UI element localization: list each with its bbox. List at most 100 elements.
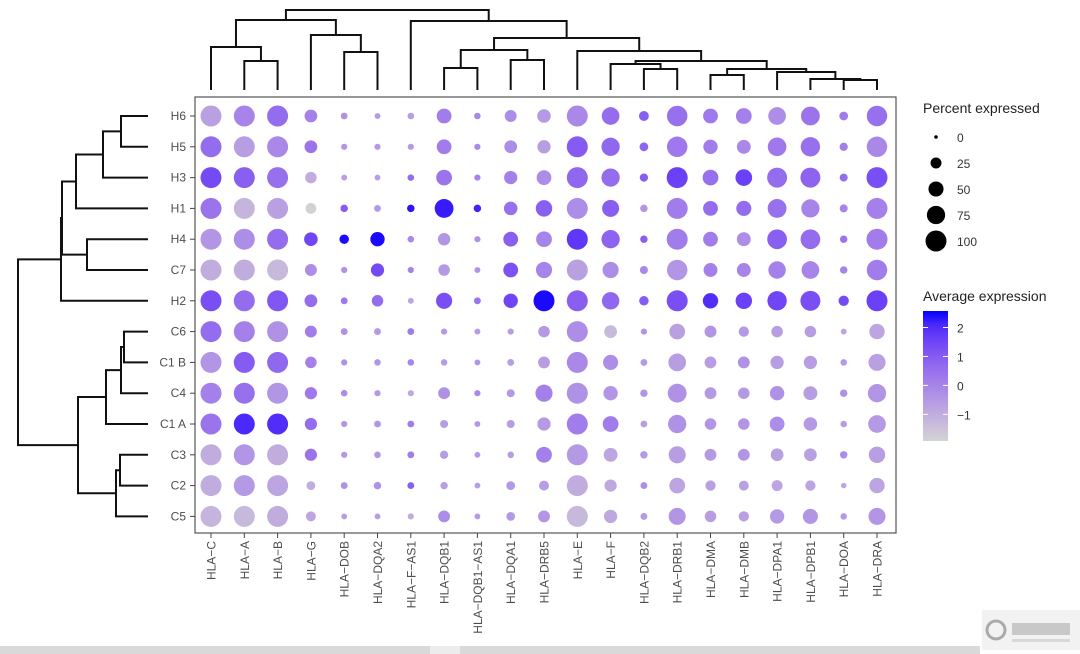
dot — [537, 140, 551, 154]
dot — [267, 136, 289, 158]
dot — [603, 354, 619, 370]
dot — [668, 507, 686, 525]
dot — [566, 382, 588, 404]
dot — [566, 259, 588, 281]
dot — [866, 136, 888, 158]
column-dendrogram-branch — [642, 68, 679, 90]
dot — [267, 259, 289, 281]
dot-row — [200, 351, 886, 373]
dot — [666, 290, 688, 312]
dot — [866, 105, 888, 127]
dot — [566, 167, 588, 189]
dot — [267, 444, 289, 466]
dot — [803, 417, 818, 431]
column-dendrogram-branch — [509, 59, 545, 90]
dot — [640, 235, 648, 243]
dot — [736, 200, 752, 216]
dot — [867, 384, 887, 403]
dot — [839, 111, 849, 121]
dot — [267, 413, 289, 435]
dot — [803, 355, 818, 370]
dot — [474, 143, 481, 150]
dot — [666, 136, 688, 158]
dot — [601, 137, 620, 156]
dot-row — [200, 197, 888, 219]
dot — [738, 418, 750, 430]
dot — [639, 173, 649, 182]
dot — [340, 389, 348, 397]
dot — [373, 481, 382, 490]
dot — [535, 261, 553, 279]
dot — [767, 198, 787, 218]
column-label: HLA−A — [238, 541, 252, 579]
dot — [507, 451, 514, 459]
dot — [771, 480, 783, 492]
scrollbar-thumb[interactable] — [430, 646, 460, 654]
dot — [868, 415, 886, 433]
column-label: HLA−DOA — [837, 541, 851, 597]
dot — [436, 292, 453, 309]
dot-row — [200, 105, 888, 127]
dot — [474, 513, 481, 520]
dot — [603, 386, 618, 401]
dot — [407, 328, 415, 336]
dot — [666, 105, 688, 127]
dot — [374, 390, 381, 397]
column-label: HLA−DRB1 — [671, 541, 685, 604]
dot — [566, 105, 588, 127]
dot-row — [200, 505, 886, 527]
dot — [341, 266, 348, 274]
dot — [374, 143, 381, 150]
dot — [370, 232, 385, 247]
row-label: C3 — [171, 448, 187, 462]
dot — [702, 293, 719, 309]
dot — [440, 419, 449, 429]
dot — [767, 229, 787, 250]
dot — [340, 112, 348, 120]
dot — [341, 359, 348, 366]
dot — [440, 359, 448, 366]
dot — [407, 451, 415, 459]
dot — [535, 200, 553, 217]
row-label: H5 — [171, 140, 187, 154]
dot — [506, 419, 515, 429]
row-dendrogram-branch — [119, 453, 148, 487]
dot — [737, 356, 750, 369]
column-dendrogram-branch — [776, 71, 837, 90]
dot — [704, 510, 717, 523]
dot — [602, 199, 620, 217]
column-label: HLA−DMA — [704, 541, 718, 598]
dot — [233, 228, 255, 250]
dot — [233, 259, 255, 281]
row-dendrogram-branch — [77, 396, 116, 495]
column-label: HLA−DQB1−AS1 — [471, 541, 485, 634]
dot — [438, 264, 450, 276]
dot — [200, 197, 222, 219]
dot — [566, 413, 588, 435]
dot — [304, 294, 318, 308]
size-legend-dot — [930, 157, 942, 169]
dot — [473, 204, 482, 213]
dot — [704, 387, 717, 400]
dot — [868, 353, 886, 371]
dot — [640, 451, 648, 459]
dot — [601, 230, 620, 249]
dot — [537, 417, 551, 431]
dot — [840, 513, 847, 520]
colorbar — [923, 311, 948, 441]
size-legend-label: 100 — [957, 235, 977, 249]
dot — [703, 139, 718, 154]
colorbar-label: −1 — [957, 408, 971, 422]
panel-border — [194, 96, 897, 534]
dot — [200, 167, 222, 189]
dot — [233, 351, 255, 373]
row-dendrogram-branch — [123, 330, 148, 364]
dot — [601, 107, 620, 125]
row-label: H3 — [171, 171, 187, 185]
dot — [304, 264, 317, 276]
horizontal-scrollbar[interactable] — [0, 646, 980, 654]
dot — [407, 174, 415, 181]
column-dendrogram-branch — [343, 51, 379, 90]
dot — [233, 413, 255, 435]
dot — [640, 389, 648, 397]
